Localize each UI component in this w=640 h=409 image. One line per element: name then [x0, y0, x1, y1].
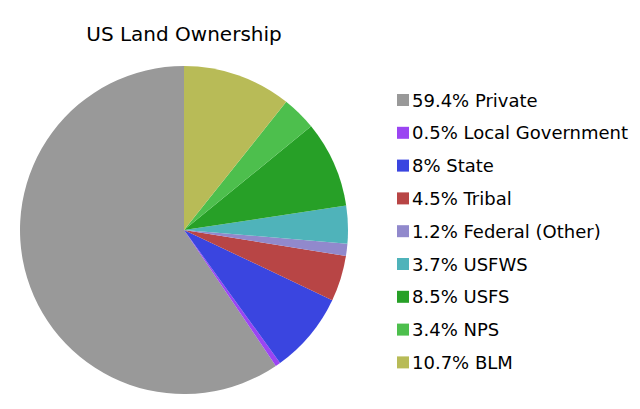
legend-label: 8% State [412, 155, 494, 176]
chart: US Land Ownership 59.4% Private 0.5% Local… [0, 0, 640, 409]
legend-label: 1.2% Federal (Other) [412, 221, 601, 242]
legend-swatch [397, 258, 409, 270]
title: US Land Ownership [86, 22, 281, 46]
legend-label: 4.5% Tribal [412, 188, 512, 209]
legend-swatch [397, 160, 409, 172]
legend-label: 59.4% Private [412, 90, 538, 111]
pie-slice [184, 66, 286, 230]
legend-label: 10.7% BLM [412, 352, 513, 373]
legend: 59.4% Private 0.5% Local Government 8% Sta… [397, 90, 628, 373]
legend-swatch [397, 356, 409, 368]
legend-swatch [397, 127, 409, 139]
legend-label: 3.4% NPS [412, 319, 499, 340]
legend-swatch [397, 291, 409, 303]
legend-label: 0.5% Local Government [412, 122, 628, 143]
pie [20, 66, 348, 394]
legend-swatch [397, 192, 409, 204]
legend-label: 3.7% USFWS [412, 254, 528, 275]
legend-swatch [397, 225, 409, 237]
legend-swatch [397, 94, 409, 106]
legend-label: 8.5% USFS [412, 286, 510, 307]
legend-swatch [397, 324, 409, 336]
